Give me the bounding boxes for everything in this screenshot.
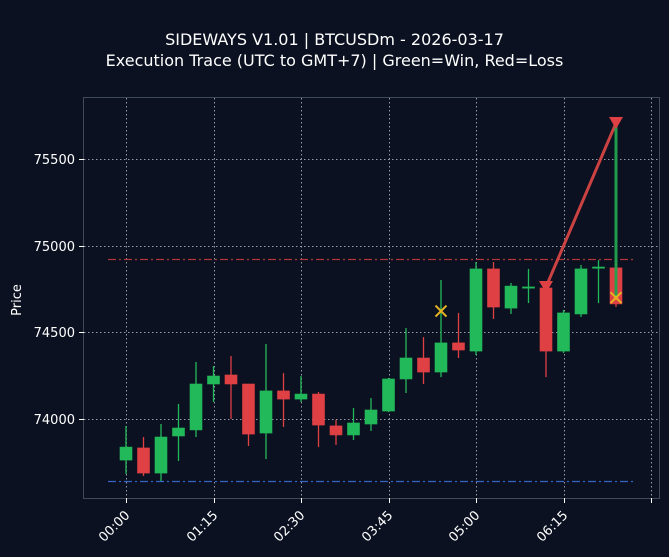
candle bbox=[154, 424, 168, 482]
candle bbox=[522, 268, 535, 304]
candle-body bbox=[539, 287, 553, 352]
candle-body bbox=[154, 436, 168, 474]
candle-body bbox=[277, 390, 290, 400]
candle bbox=[452, 312, 465, 358]
candle bbox=[382, 377, 395, 413]
candle-body bbox=[592, 266, 605, 269]
x-axis: 00:00 01:15 02:30 03:45 05:00 06:15 bbox=[96, 498, 652, 545]
candle-body bbox=[189, 383, 203, 431]
candle-body bbox=[504, 285, 518, 309]
candle bbox=[417, 337, 430, 384]
candle-body bbox=[382, 378, 395, 412]
candle-body bbox=[329, 425, 343, 436]
candle-body bbox=[399, 357, 413, 380]
candle-body bbox=[172, 427, 185, 437]
candle bbox=[574, 264, 588, 317]
trade-line-loss bbox=[544, 122, 618, 288]
candle-body bbox=[557, 312, 570, 352]
candles bbox=[119, 260, 623, 482]
candle bbox=[277, 373, 290, 427]
candle-body bbox=[574, 268, 588, 315]
candle bbox=[364, 398, 378, 431]
x-tick-label: 01:15 bbox=[184, 508, 221, 545]
y-tick-label: 74000 bbox=[34, 413, 75, 428]
candle-body bbox=[417, 357, 430, 373]
candle bbox=[557, 309, 570, 353]
candle bbox=[469, 261, 483, 356]
grid-lines bbox=[84, 98, 659, 498]
candle-body bbox=[347, 422, 360, 436]
candle bbox=[347, 408, 360, 440]
candle bbox=[172, 403, 185, 461]
chart-subtitle: Execution Trace (UTC to GMT+7) | Green=W… bbox=[105, 51, 564, 70]
candle bbox=[487, 261, 500, 320]
candle-body bbox=[119, 446, 133, 461]
x-tick-label: 00:00 bbox=[96, 508, 133, 545]
plot-frame bbox=[83, 97, 660, 499]
y-tick-label: 75500 bbox=[34, 153, 75, 168]
candle-body bbox=[452, 342, 465, 351]
candle-body bbox=[312, 393, 325, 426]
y-axis-label: Price bbox=[10, 284, 25, 316]
candle-body bbox=[207, 375, 220, 385]
exit-x-marker-icon bbox=[434, 304, 448, 318]
candle bbox=[259, 343, 273, 460]
y-tick-label: 75000 bbox=[34, 240, 75, 255]
level-lines bbox=[108, 258, 633, 483]
candle bbox=[119, 425, 133, 474]
chart-title: SIDEWAYS V1.01 | BTCUSDm - 2026-03-17 bbox=[165, 30, 504, 49]
candle-body bbox=[294, 393, 308, 400]
candle bbox=[189, 361, 203, 438]
candle-body bbox=[522, 286, 535, 289]
candle-body bbox=[224, 374, 238, 385]
x-tick-label: 02:30 bbox=[271, 508, 308, 545]
candle-body bbox=[259, 390, 273, 434]
exit-x-marker-icon bbox=[609, 291, 623, 304]
candle-body bbox=[434, 342, 448, 373]
y-tick-label: 74500 bbox=[34, 326, 75, 341]
candle-body bbox=[487, 268, 500, 308]
candle bbox=[592, 260, 605, 304]
y-axis: 74000 74500 75000 75500 bbox=[34, 153, 84, 428]
candle bbox=[504, 282, 518, 314]
candle bbox=[434, 280, 448, 378]
candle bbox=[329, 419, 343, 445]
candle bbox=[399, 328, 413, 394]
x-tick-label: 03:45 bbox=[359, 508, 396, 545]
candle-body bbox=[364, 409, 378, 425]
candle-body bbox=[137, 447, 150, 474]
x-tick-label: 06:15 bbox=[534, 508, 571, 545]
candle-body bbox=[469, 268, 483, 352]
sell-entry-triangle-icon bbox=[609, 117, 623, 130]
trade-lines bbox=[434, 117, 623, 318]
sell-entry-triangle-icon bbox=[539, 280, 553, 293]
candle bbox=[224, 355, 238, 419]
candle bbox=[242, 383, 255, 447]
candle bbox=[137, 437, 150, 477]
candle bbox=[294, 376, 308, 403]
candle bbox=[312, 391, 325, 448]
x-tick-label: 05:00 bbox=[446, 508, 483, 545]
candle-body bbox=[242, 383, 255, 435]
candle bbox=[207, 365, 220, 403]
candle bbox=[539, 282, 553, 378]
